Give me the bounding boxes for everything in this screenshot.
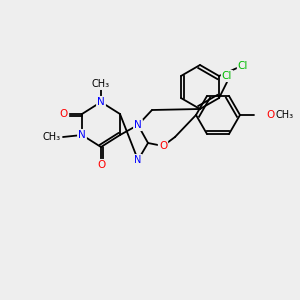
Text: N: N <box>97 97 105 107</box>
Text: CH₃: CH₃ <box>43 132 61 142</box>
Text: N: N <box>134 155 142 165</box>
Text: Cl: Cl <box>222 71 232 81</box>
Text: O: O <box>159 141 167 151</box>
Text: O: O <box>266 110 274 120</box>
Text: N: N <box>134 120 142 130</box>
Text: CH₃: CH₃ <box>92 79 110 89</box>
Text: O: O <box>60 109 68 119</box>
Text: O: O <box>97 160 105 170</box>
Text: Cl: Cl <box>238 61 248 71</box>
Text: N: N <box>78 130 86 140</box>
Text: CH₃: CH₃ <box>276 110 294 120</box>
